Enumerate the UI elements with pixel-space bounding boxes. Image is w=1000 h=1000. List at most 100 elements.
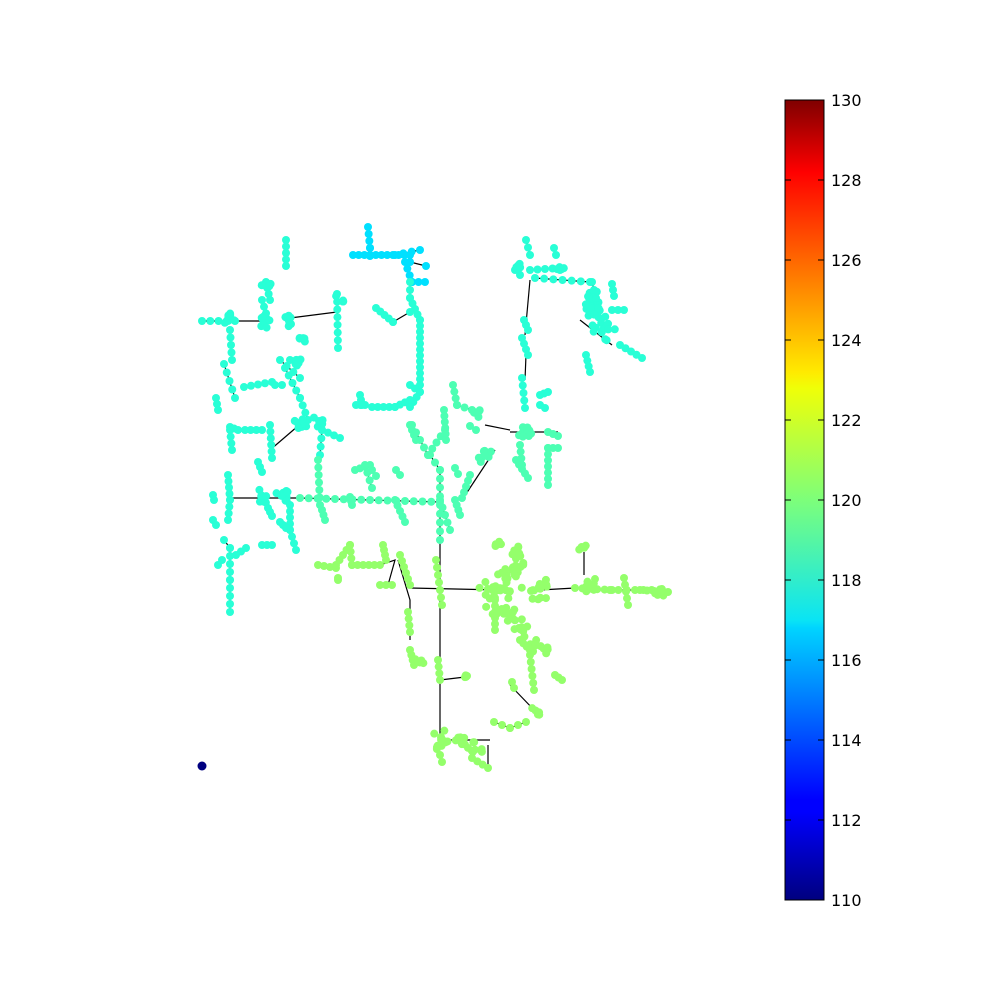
network-node: [368, 466, 376, 474]
network-node: [266, 427, 275, 436]
network-node: [339, 495, 348, 504]
network-node: [282, 255, 290, 264]
network-node: [468, 747, 477, 756]
network-node: [365, 237, 374, 245]
network-node: [540, 274, 549, 283]
network-node: [451, 736, 460, 745]
network-node: [544, 462, 552, 471]
network-node: [210, 496, 218, 504]
network-node: [549, 275, 558, 284]
network-node: [226, 496, 234, 504]
network-node: [601, 312, 610, 321]
network-node: [442, 436, 450, 444]
network-node: [383, 496, 392, 505]
network-node: [567, 276, 576, 285]
colorbar-tick-label: 130: [831, 91, 862, 110]
network-node: [461, 671, 470, 680]
network-node: [516, 447, 525, 456]
network-node: [332, 292, 341, 301]
network-node: [359, 561, 368, 569]
network-node: [416, 321, 424, 330]
network-node: [501, 565, 510, 574]
network-node: [227, 348, 236, 357]
network-node: [383, 251, 392, 259]
network-node: [364, 230, 373, 238]
network-node: [624, 601, 632, 609]
colorbar-tick-label: 128: [831, 171, 862, 190]
network-node: [517, 454, 526, 463]
network-node: [550, 244, 558, 252]
network-node: [430, 729, 439, 738]
network-node: [588, 321, 597, 330]
network-node: [361, 461, 369, 469]
network-node: [268, 541, 276, 549]
network-node: [450, 387, 459, 396]
network-node: [333, 313, 342, 322]
network-node: [555, 263, 564, 272]
network-node: [220, 536, 228, 544]
network-node: [491, 620, 499, 628]
network-node: [528, 594, 537, 603]
network-node: [416, 357, 424, 366]
network-node: [316, 442, 325, 451]
network-node: [508, 607, 517, 616]
network-node: [643, 586, 651, 595]
network-node: [521, 404, 529, 412]
network-node: [258, 468, 266, 476]
network-node: [544, 468, 552, 477]
network-node: [541, 594, 550, 603]
network-node: [226, 309, 235, 318]
network-node: [606, 586, 614, 594]
network-node: [582, 587, 591, 596]
network-node: [314, 463, 323, 472]
network-node: [403, 264, 412, 273]
network-node: [514, 542, 523, 551]
network-node: [333, 328, 342, 337]
network-node: [614, 586, 623, 594]
network-node: [590, 310, 599, 319]
network-node: [379, 403, 388, 411]
network-node: [608, 306, 616, 314]
network-node: [414, 278, 423, 286]
network-node: [554, 444, 562, 452]
network-node: [298, 401, 307, 410]
network-node: [315, 478, 323, 487]
network-node: [296, 394, 304, 402]
colorbar-tick-label: 126: [831, 251, 862, 270]
network-node: [401, 497, 409, 505]
network-node: [496, 586, 505, 595]
network-node: [436, 483, 444, 492]
network-edge: [279, 359, 301, 379]
network-node: [247, 381, 255, 390]
network-node: [206, 317, 215, 325]
network-node: [396, 471, 404, 479]
network-node: [225, 502, 234, 511]
network-node: [366, 496, 374, 504]
colorbar: 130 128 126 124 122 120 118 116 114 112 110: [784, 91, 862, 910]
network-node: [482, 602, 491, 611]
network-node: [405, 271, 414, 280]
network-node: [282, 249, 290, 257]
network-node: [510, 570, 519, 579]
network-node: [267, 447, 276, 456]
network-node: [315, 486, 324, 494]
network-node: [588, 278, 596, 286]
network-node: [519, 558, 528, 567]
network-node: [554, 432, 562, 440]
network-node: [454, 470, 462, 478]
network-node: [229, 316, 238, 325]
network-node: [531, 640, 540, 649]
network-node: [446, 526, 454, 534]
network-node: [198, 317, 206, 325]
network-node: [501, 574, 510, 583]
network-node: [416, 333, 424, 342]
network-node: [416, 363, 424, 372]
network-node: [432, 438, 441, 447]
network-node: [518, 381, 527, 390]
network-node: [416, 316, 424, 324]
network-node: [353, 561, 362, 569]
network-node: [226, 568, 234, 576]
network-node: [427, 497, 436, 506]
network-node: [484, 764, 492, 772]
